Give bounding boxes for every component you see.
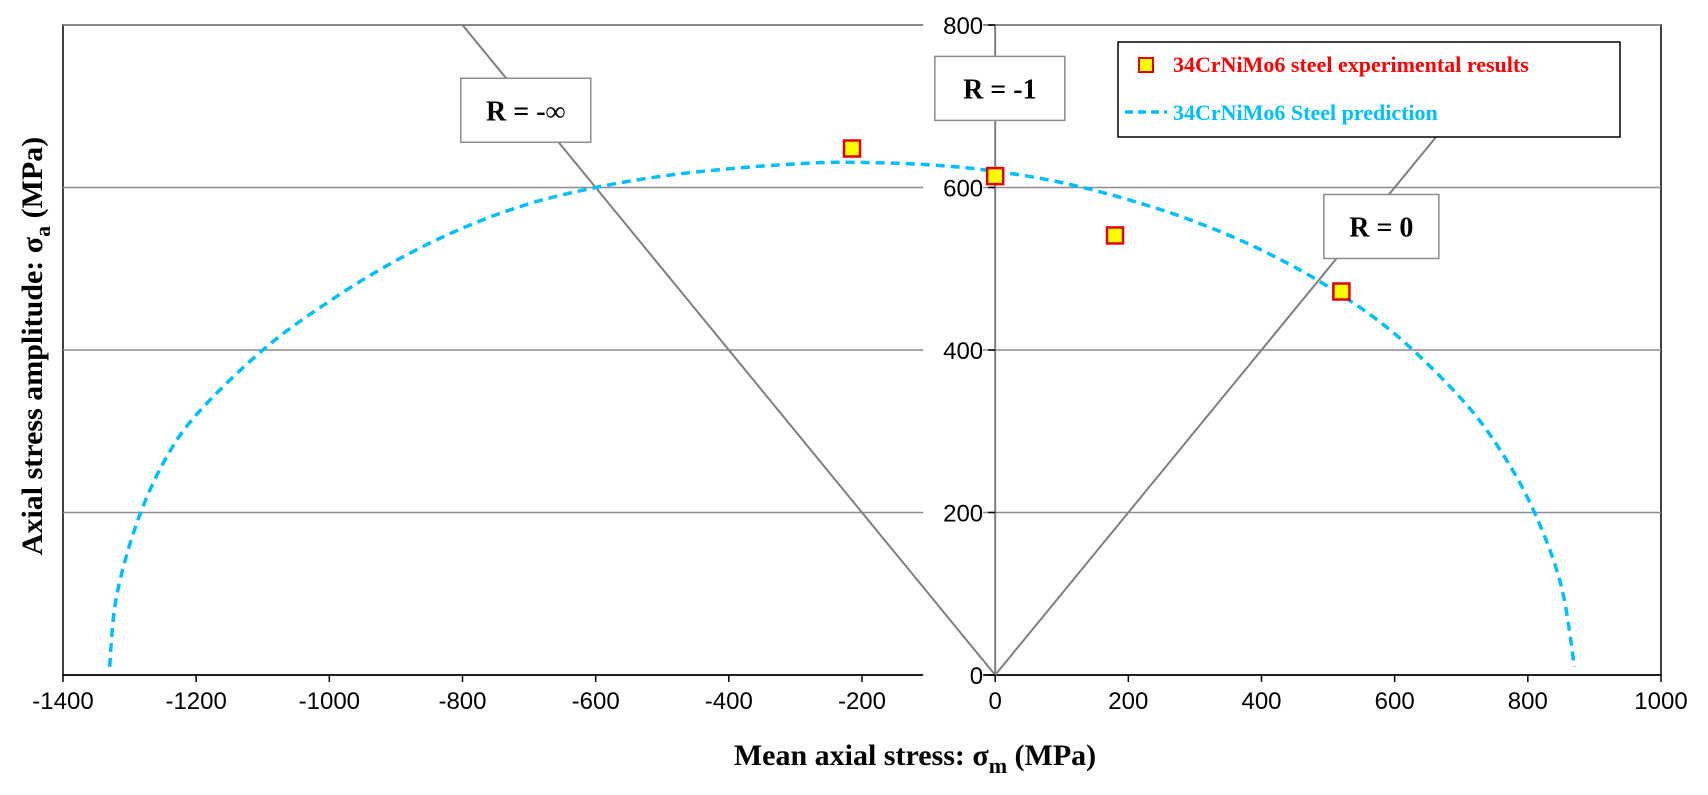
y-tick-label-2: 400 bbox=[943, 338, 983, 365]
x-tick-label-0: -1400 bbox=[32, 688, 93, 715]
legend: 34CrNiMo6 steel experimental results 34C… bbox=[1117, 41, 1621, 138]
x-tick-label-5: -400 bbox=[705, 688, 753, 715]
y-tick-bg-4 bbox=[923, 11, 984, 39]
r-annotations: R = -∞ R = -1 R = 0 bbox=[460, 55, 1440, 260]
annotation-box-0 bbox=[460, 77, 592, 144]
y-tick-bg-3 bbox=[923, 173, 984, 202]
x-tick-label-4: -600 bbox=[572, 688, 620, 715]
x-tick-label-12: 1000 bbox=[1634, 688, 1687, 715]
x-tick-label-3: -800 bbox=[438, 688, 486, 715]
annotation-label-0: R = -∞ bbox=[486, 96, 566, 127]
experimental-points-layer bbox=[842, 139, 1351, 301]
y-tick-bg-2 bbox=[923, 336, 984, 364]
y-tick-label-1: 200 bbox=[943, 501, 983, 528]
y-tick-label-0: 0 bbox=[970, 663, 983, 690]
annotation-label-2: R = 0 bbox=[1349, 213, 1413, 244]
x-tick-labels: -1400 -1200 -1000 -800 -600 -400 -200 0 200 400 60… bbox=[32, 675, 1688, 715]
annotation-label-1: R = -1 bbox=[963, 74, 1037, 105]
annotation-box-2 bbox=[1323, 193, 1440, 260]
x-tick-label-10: 600 bbox=[1375, 688, 1415, 715]
y-tick-bg-1 bbox=[923, 498, 984, 527]
y-tick-bg-0 bbox=[923, 661, 984, 689]
annotation-box-1 bbox=[934, 55, 1066, 122]
x-tick-label-8: 200 bbox=[1108, 688, 1148, 715]
x-tick-label-9: 400 bbox=[1241, 688, 1281, 715]
legend-box bbox=[1117, 41, 1621, 138]
data-point-0 bbox=[842, 139, 862, 158]
y-tick-label-3: 600 bbox=[943, 176, 983, 203]
x-axis-title: Mean axial stress: σm (MPa) bbox=[734, 739, 1096, 778]
legend-marker-experimental bbox=[1138, 57, 1154, 73]
y-tick-labels: 0 200 400 600 800 bbox=[923, 11, 996, 690]
x-tick-label-6: -200 bbox=[838, 688, 886, 715]
data-point-3 bbox=[1332, 282, 1351, 301]
x-tick-label-7: 0 bbox=[988, 688, 1001, 715]
x-tick-label-2: -1000 bbox=[299, 688, 360, 715]
x-tick-label-11: 800 bbox=[1508, 688, 1548, 715]
data-point-1 bbox=[985, 166, 1005, 186]
y-axis-title: Axial stress amplitude: σa (MPa) bbox=[16, 137, 55, 555]
x-tick-label-1: -1200 bbox=[165, 688, 226, 715]
y-tick-label-4: 800 bbox=[943, 13, 983, 40]
data-point-2 bbox=[1105, 226, 1125, 245]
legend-label-experimental: 34CrNiMo6 steel experimental results bbox=[1173, 52, 1529, 77]
legend-label-prediction: 34CrNiMo6 Steel prediction bbox=[1173, 100, 1438, 125]
